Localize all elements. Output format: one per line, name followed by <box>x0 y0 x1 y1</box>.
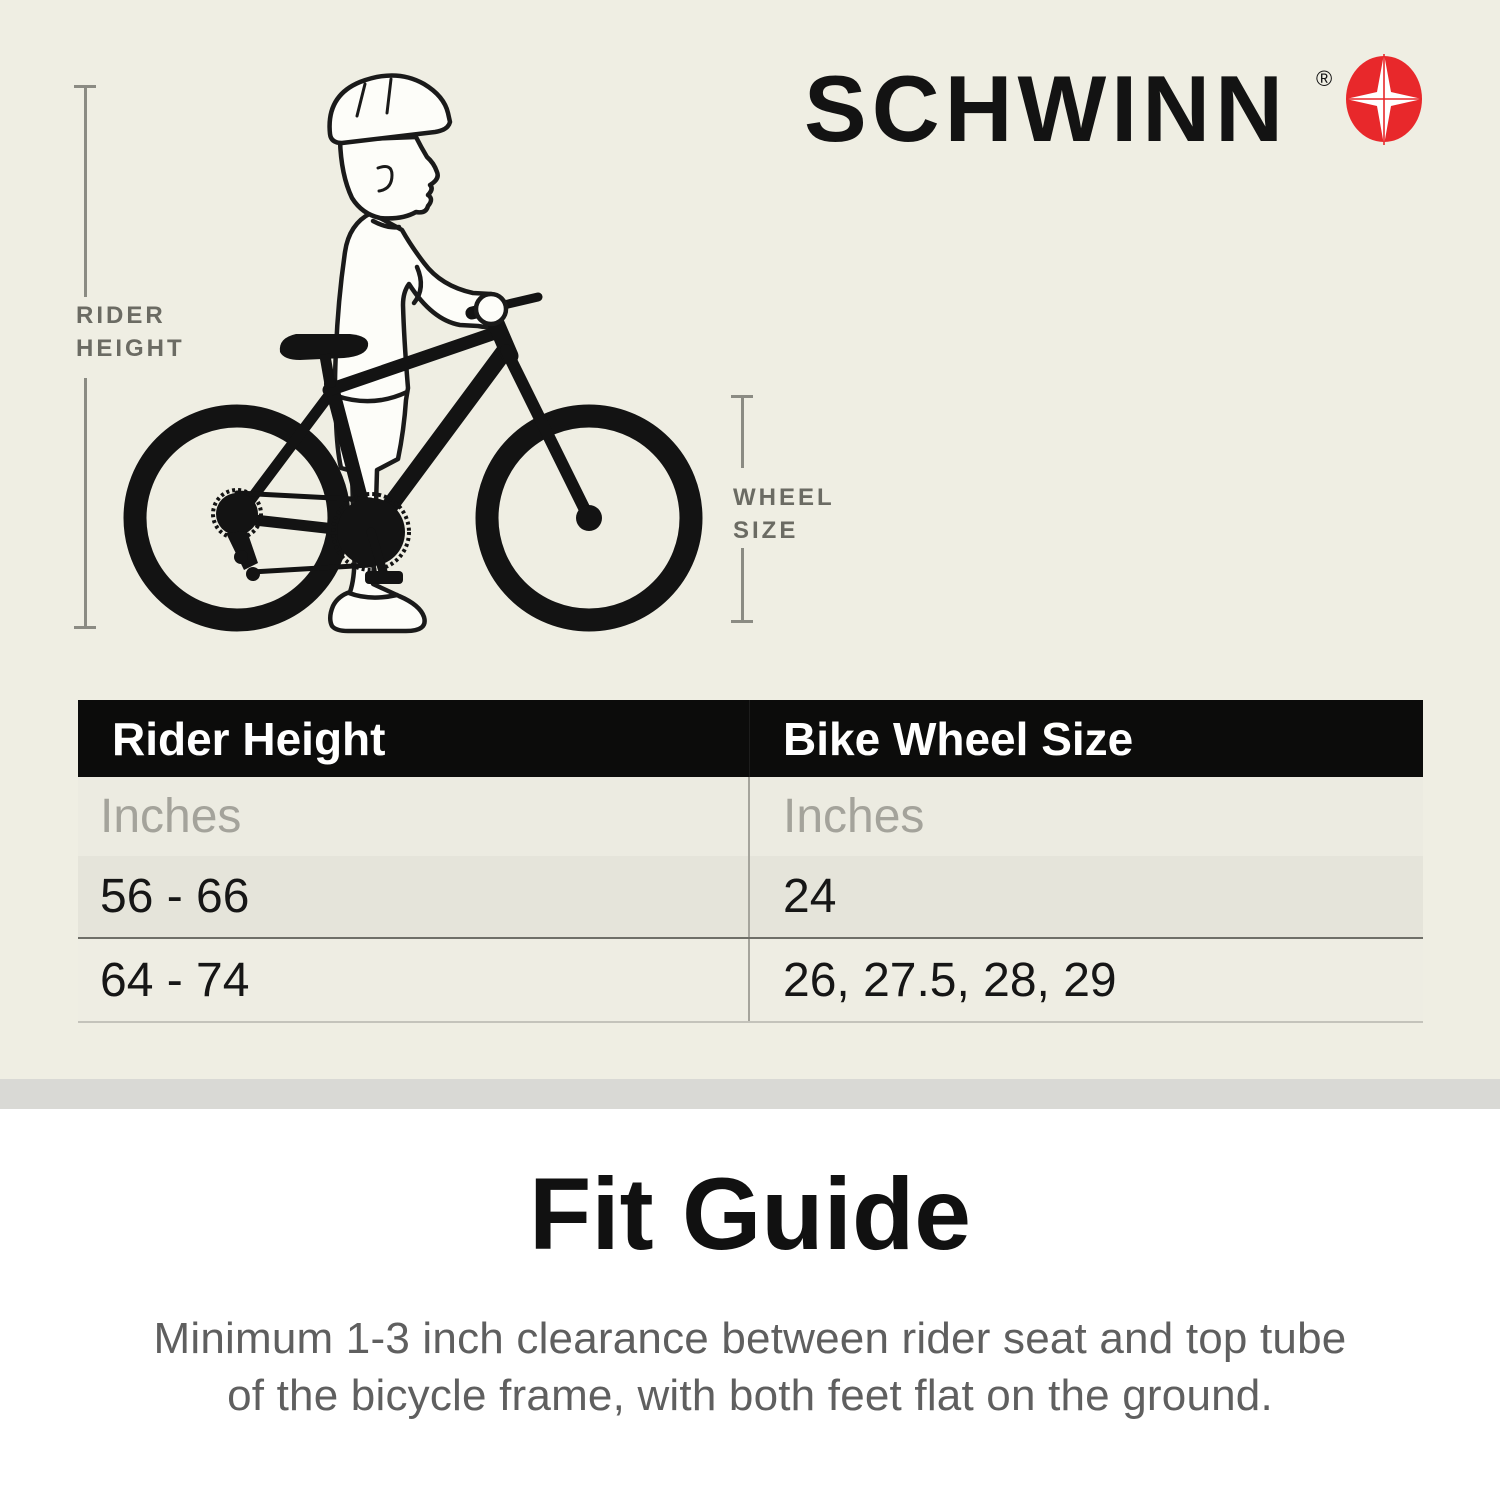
rear-wheel <box>123 404 351 632</box>
pedal <box>365 571 403 584</box>
rider-height-line-lower <box>84 378 87 629</box>
rider-height-line-upper <box>84 85 87 297</box>
cell-wheel-size: 24 <box>783 870 837 923</box>
units-rider-height: Inches <box>78 777 750 856</box>
units-wheel-size: Inches <box>783 790 925 843</box>
section-divider-band <box>0 1079 1500 1109</box>
header-rider-height: Rider Height <box>78 700 750 777</box>
rider-height-label: RIDER HEIGHT <box>76 302 185 362</box>
rider-hand <box>473 291 509 327</box>
table-row: 56 - 66 24 <box>78 856 1423 939</box>
wheel-size-line-bottom-cap <box>731 620 753 623</box>
rider-height-line-bottom-cap <box>74 626 96 629</box>
schwinn-star-icon <box>1346 54 1422 145</box>
cell-rider-height: 64 - 74 <box>78 939 750 1021</box>
wheel-size-label: WHEEL SIZE <box>733 484 835 544</box>
front-wheel <box>475 404 703 632</box>
table-units-row: Inches Inches <box>78 777 1423 856</box>
fit-guide-description: Minimum 1-3 inch clearance between rider… <box>0 1310 1500 1424</box>
front-hub <box>576 505 602 531</box>
cell-rider-height: 56 - 66 <box>78 856 750 937</box>
wheel-size-line-upper <box>741 395 744 468</box>
table-header-row: Rider Height Bike Wheel Size <box>78 700 1423 777</box>
table-row: 64 - 74 26, 27.5, 28, 29 <box>78 939 1423 1023</box>
bicycle-solid-parts <box>211 334 602 584</box>
cassette <box>216 493 258 535</box>
fit-table: Rider Height Bike Wheel Size Inches Inch… <box>78 700 1423 1023</box>
header-bike-wheel-size: Bike Wheel Size <box>783 712 1134 765</box>
bicycle-silhouette <box>123 292 703 632</box>
brand-wordmark: SCHWINN <box>804 56 1289 161</box>
saddle <box>279 334 369 360</box>
wheel-size-line-lower <box>741 548 744 622</box>
bike-rider-illustration <box>123 73 703 634</box>
fit-guide-title: Fit Guide <box>529 1157 971 1271</box>
white-background-panel <box>0 1109 1500 1500</box>
description-line-1: Minimum 1-3 inch clearance between rider… <box>153 1314 1347 1363</box>
description-line-2: of the bicycle frame, with both feet fla… <box>227 1371 1273 1420</box>
cell-wheel-size: 26, 27.5, 28, 29 <box>783 953 1117 1007</box>
registered-trademark: ® <box>1316 66 1333 91</box>
